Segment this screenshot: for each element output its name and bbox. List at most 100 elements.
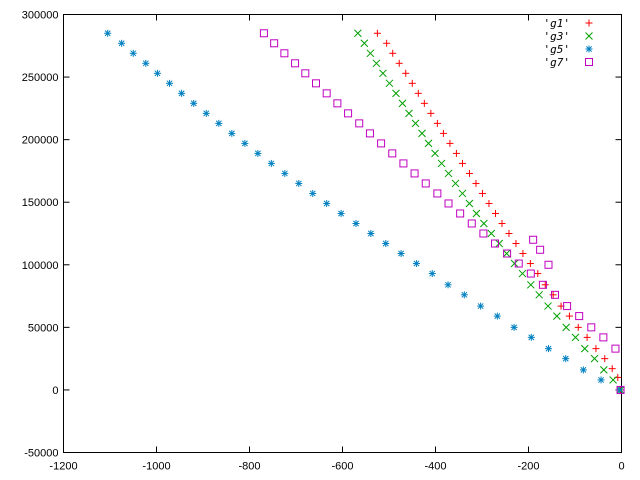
data-point [402, 69, 410, 77]
data-point [254, 149, 262, 157]
axes: -1200 -1000 -800 -600 -400 -200 0 -50000 0 50000 1… [22, 10, 625, 473]
data-point [529, 235, 538, 244]
data-point [337, 209, 345, 217]
data-point [491, 239, 500, 248]
legend-marker [585, 45, 593, 53]
series-1 [373, 29, 625, 394]
data-point [544, 345, 552, 353]
data-point [190, 99, 198, 107]
data-point [526, 260, 534, 268]
data-point [503, 249, 512, 258]
legend-label: 'g1' [544, 17, 571, 30]
data-point [444, 199, 453, 208]
data-point [452, 149, 460, 157]
data-point [373, 29, 381, 37]
data-point [431, 149, 439, 158]
data-point [477, 302, 485, 310]
data-point [383, 39, 391, 47]
data-point [491, 209, 499, 217]
data-point [587, 323, 596, 332]
data-point [215, 119, 223, 127]
x-tick-label: -1200 [49, 461, 77, 473]
data-point [510, 259, 519, 268]
data-point [536, 245, 545, 254]
data-point [502, 249, 511, 258]
data-point [178, 89, 186, 97]
data-point [322, 89, 331, 98]
data-point [460, 291, 468, 299]
data-point [467, 219, 476, 228]
data-point [311, 79, 320, 88]
data-point [480, 219, 488, 228]
data-point [538, 280, 547, 289]
y-tick-label: 200000 [22, 135, 59, 147]
data-point [355, 119, 364, 128]
data-point [104, 29, 112, 37]
data-point [495, 239, 504, 248]
legend-label: 'g7' [544, 56, 571, 69]
y-tick-label: 150000 [22, 197, 59, 209]
data-point [451, 179, 460, 188]
series-layer [104, 29, 625, 394]
data-point [142, 59, 150, 67]
data-point [458, 159, 466, 167]
x-tick-label: -600 [331, 461, 353, 473]
data-point [472, 179, 480, 187]
data-point [397, 250, 405, 258]
data-point [291, 59, 300, 68]
data-point [353, 29, 362, 38]
data-point [563, 302, 572, 311]
data-point [487, 229, 496, 238]
data-point [166, 79, 174, 87]
data-point [420, 99, 428, 107]
plot-frame [63, 14, 622, 453]
data-point [456, 209, 465, 218]
data-point [493, 312, 501, 320]
data-point [465, 199, 474, 208]
data-point [352, 219, 360, 227]
data-point [616, 386, 624, 394]
data-point [433, 189, 442, 198]
data-point [444, 169, 453, 178]
data-point [399, 159, 408, 168]
data-point [505, 230, 513, 237]
data-point [472, 209, 481, 218]
data-point [599, 333, 608, 342]
data-point [372, 59, 381, 68]
data-point [512, 240, 520, 248]
data-point [412, 260, 420, 268]
data-point [280, 49, 289, 58]
data-point [519, 250, 527, 258]
x-tick-label: -1000 [142, 461, 170, 473]
data-point [388, 149, 397, 158]
data-point [616, 385, 625, 394]
data-point [590, 354, 599, 363]
x-tick-label: -200 [517, 461, 539, 473]
data-point [465, 169, 473, 177]
data-point [382, 240, 390, 248]
data-point [514, 259, 523, 268]
y-tick-label: 300000 [22, 10, 59, 22]
data-point [360, 39, 369, 48]
data-point [344, 109, 353, 118]
data-point [421, 179, 430, 188]
data-point [365, 129, 374, 138]
data-point [323, 199, 331, 207]
data-point [526, 280, 535, 289]
legend-label: 'g3' [544, 30, 571, 43]
legend-label: 'g5' [544, 43, 571, 56]
legend-marker [585, 32, 593, 40]
data-point [202, 109, 210, 117]
data-point [544, 260, 553, 269]
data-point [414, 89, 422, 97]
data-point [551, 290, 560, 299]
data-point [439, 129, 447, 137]
data-point [446, 139, 454, 147]
data-point [535, 290, 544, 299]
data-point [544, 302, 552, 310]
data-point [562, 355, 570, 363]
y-tick-label: 100000 [22, 260, 59, 272]
data-point [333, 99, 342, 108]
data-point [562, 323, 571, 332]
